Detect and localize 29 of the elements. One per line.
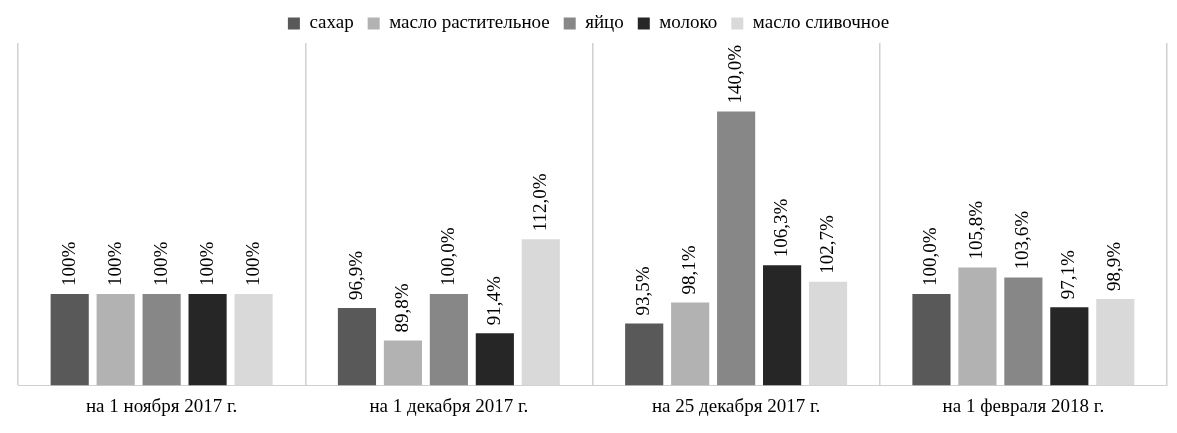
data-label: 98,9% (1103, 241, 1125, 291)
data-label: 98,1% (678, 245, 700, 295)
legend-label: сахар (309, 11, 354, 33)
data-label: 93,5% (632, 266, 654, 316)
data-label: 100% (149, 241, 171, 286)
x-tick-label: на 1 декабря 2017 г. (369, 394, 529, 416)
data-label: 100% (195, 241, 217, 286)
data-label: 100% (103, 241, 125, 286)
x-tick-label: на 1 ноября 2017 г. (85, 394, 238, 416)
data-label: 105,8% (965, 200, 987, 260)
data-label: 91,4% (482, 275, 504, 326)
x-tick-label: на 25 декабря 2017 г. (651, 394, 821, 416)
data-label: 96,9% (344, 250, 366, 301)
data-label: 97,1% (1057, 249, 1079, 300)
legend-label: масло сливочное (752, 11, 890, 33)
data-label: 103,6% (1011, 210, 1033, 270)
data-label: 100% (57, 241, 79, 286)
data-label: 100,0% (436, 227, 458, 286)
legend-label: молоко (659, 11, 718, 33)
data-label: 140,0% (724, 44, 746, 104)
data-label: 102,7% (816, 214, 838, 274)
data-label: 89,8% (390, 283, 412, 333)
data-label: 112,0% (528, 173, 550, 232)
legend-label: масло растительное (389, 11, 550, 33)
data-label: 100% (241, 241, 263, 286)
data-label: 106,3% (770, 198, 792, 258)
legend-label: яйцо (585, 11, 624, 33)
x-tick-label: на 1 февраля 2018 г. (942, 394, 1105, 416)
data-label: 100,0% (919, 227, 941, 286)
